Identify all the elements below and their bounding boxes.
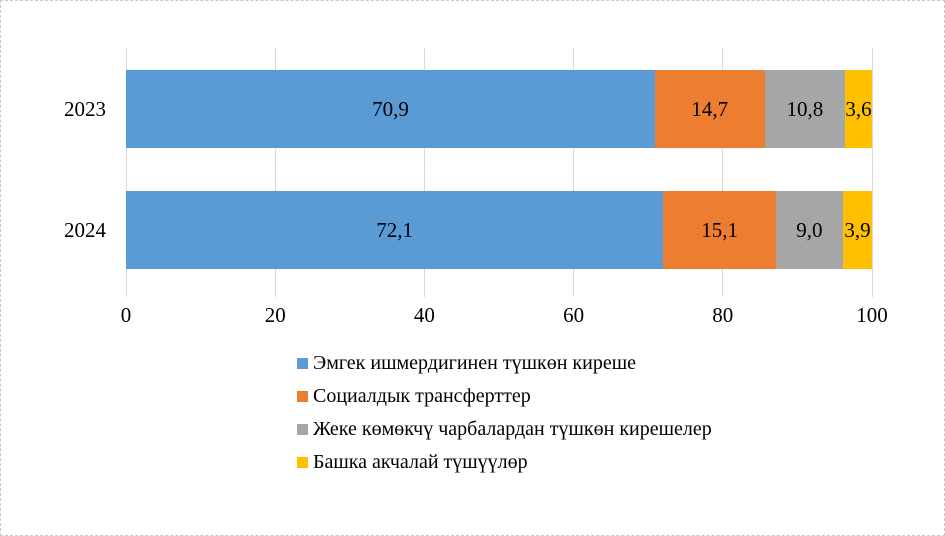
legend-label: Эмгек ишмердигинен түшкөн киреше — [313, 351, 636, 374]
gridline-80 — [722, 48, 724, 297]
legend-color-swatch-icon — [297, 390, 308, 402]
bar-segment-series3: 9,0 — [775, 191, 843, 269]
bar-data-label: 15,1 — [701, 217, 738, 242]
x-tick-label-60: 60 — [563, 303, 585, 327]
legend-label: Социалдык трансферттер — [313, 384, 531, 407]
gridline-20 — [274, 48, 276, 297]
bar-data-label: 10,8 — [786, 96, 824, 121]
x-tick-label-80: 80 — [712, 303, 734, 327]
legend-item-series1: Эмгек ишмердигинен түшкөн киреше — [297, 352, 712, 374]
bar-segment-series3: 10,8 — [764, 70, 846, 148]
legend-item-series2: Социалдык трансферттер — [297, 385, 712, 407]
legend-item-series3: Жеке көмөкчү чарбалардан түшкөн кирешеле… — [297, 418, 712, 440]
x-axis: 0 20 40 60 80 100 — [1, 303, 944, 329]
gridline-0 — [125, 48, 127, 297]
legend-color-swatch-icon — [297, 456, 308, 468]
bar-row-2024: 2024 72,1 15,1 9,0 3,9 — [64, 191, 872, 269]
legend-label: Башка акчалай түшүүлөр — [313, 450, 528, 473]
legend-label: Жеке көмөкчү чарбалардан түшкөн кирешеле… — [313, 417, 712, 440]
plot-area: 2023 70,9 14,7 10,8 3,6 2024 72,1 15,1 9,0 3,9 — [64, 48, 873, 297]
bar-data-label: 70,9 — [372, 96, 409, 121]
bar-data-label: 3,9 — [844, 217, 871, 242]
category-label: 2024 — [64, 217, 106, 242]
legend: Эмгек ишмердигинен түшкөн киреше Социалды… — [297, 352, 712, 473]
bar-segment-series2: 15,1 — [663, 191, 776, 269]
x-tick-label-40: 40 — [413, 303, 435, 327]
gridline-60 — [573, 48, 575, 297]
bar-segment-series2: 14,7 — [654, 70, 765, 148]
bar-data-label: 9,0 — [796, 217, 823, 242]
bar-segment-series1: 70,9 — [126, 70, 655, 148]
x-tick-label-100: 100 — [856, 303, 888, 327]
x-tick-label-20: 20 — [264, 303, 286, 327]
legend-color-swatch-icon — [297, 423, 308, 435]
gridline-40 — [423, 48, 425, 297]
bar-data-label: 72,1 — [376, 217, 414, 242]
bar-data-label: 14,7 — [691, 96, 729, 121]
bar-segment-series4: 3,6 — [845, 70, 872, 148]
bar-row-2023: 2023 70,9 14,7 10,8 3,6 — [64, 70, 872, 148]
legend-item-series4: Башка акчалай түшүүлөр — [297, 451, 712, 473]
bar-segment-series4: 3,9 — [842, 191, 872, 269]
gridline-100 — [871, 48, 873, 297]
bar-data-label: 3,6 — [845, 96, 872, 121]
bar-segment-series1: 72,1 — [126, 191, 664, 269]
x-tick-label-0: 0 — [120, 303, 132, 327]
legend-color-swatch-icon — [297, 357, 308, 369]
category-label: 2023 — [64, 96, 106, 121]
